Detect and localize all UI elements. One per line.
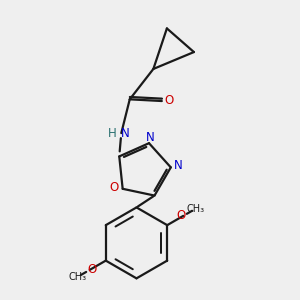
Text: O: O xyxy=(88,263,97,276)
Text: O: O xyxy=(110,181,119,194)
Text: CH₃: CH₃ xyxy=(187,204,205,214)
Text: N: N xyxy=(174,159,183,172)
Text: CH₃: CH₃ xyxy=(68,272,86,282)
Text: O: O xyxy=(165,94,174,106)
Text: N: N xyxy=(146,130,155,144)
Text: O: O xyxy=(176,209,185,222)
Text: N: N xyxy=(121,127,130,140)
Text: H: H xyxy=(107,127,116,140)
